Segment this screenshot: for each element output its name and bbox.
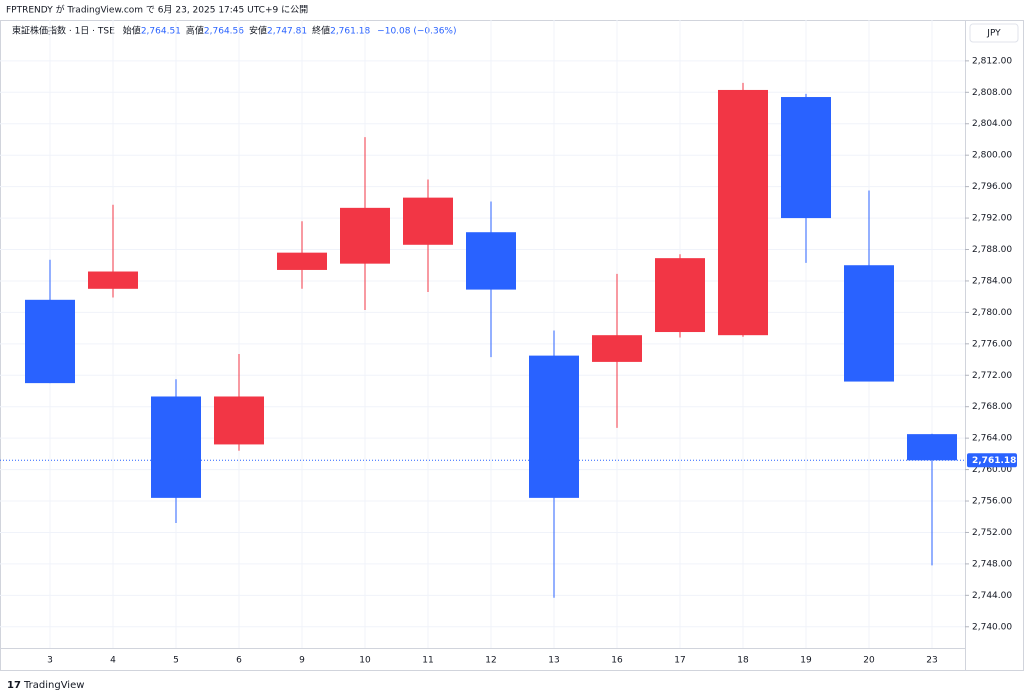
y-tick-label: 2,812.00: [972, 56, 1012, 66]
x-tick-label: 11: [422, 656, 433, 666]
footer-logo: 17 TradingView: [7, 680, 84, 691]
legend-value: 2,747.81: [267, 27, 307, 37]
candle-body: [25, 299, 75, 384]
x-tick-label: 9: [299, 656, 305, 666]
x-tick-label: 20: [863, 656, 875, 666]
candle-body: [655, 258, 705, 333]
x-tick-label: 12: [485, 656, 496, 666]
candle-body: [88, 271, 138, 289]
legend-label: 終値: [312, 25, 330, 37]
y-tick-label: 2,760.00: [972, 465, 1012, 475]
candle-body: [592, 335, 642, 362]
y-tick-label: 2,784.00: [972, 276, 1012, 286]
y-tick-label: 2,780.00: [972, 308, 1012, 318]
candle-body: [466, 232, 516, 290]
last-price-box: [967, 453, 1017, 468]
y-tick-label: 2,748.00: [972, 559, 1012, 569]
x-tick-label: 16: [611, 656, 623, 666]
legend-label: 安値: [249, 25, 267, 37]
y-tick-label: 2,744.00: [972, 591, 1012, 601]
legend-label: 始値: [123, 25, 141, 37]
y-tick-label: 2,772.00: [972, 371, 1012, 381]
candle-body: [340, 207, 390, 264]
currency[interactable]: JPY: [986, 29, 1001, 39]
x-tick-label: 10: [359, 656, 371, 666]
logo-mark: 17: [7, 680, 21, 691]
x-tick-label: 19: [800, 656, 812, 666]
candle-body: [718, 89, 768, 336]
y-tick-label: 2,768.00: [972, 402, 1012, 412]
legend-change: −10.08 (−0.36%): [377, 27, 456, 37]
currency-box[interactable]: [969, 23, 1019, 43]
y-tick-label: 2,788.00: [972, 245, 1012, 255]
candle-body: [844, 265, 894, 382]
legend-symbol: 東証株価指数 · 1日 · TSE: [12, 25, 115, 37]
y-tick-label: 2,740.00: [972, 622, 1012, 632]
candle-body: [151, 396, 201, 498]
x-tick-label: 13: [548, 656, 559, 666]
y-tick-label: 2,756.00: [972, 497, 1012, 507]
y-tick-label: 2,752.00: [972, 528, 1012, 538]
legend-value: 2,764.56: [204, 27, 244, 37]
y-tick-label: 2,764.00: [972, 434, 1012, 444]
y-tick-label: 2,796.00: [972, 182, 1012, 192]
candle-body: [529, 355, 579, 498]
candle-body: [214, 396, 264, 445]
legend-label: 高値: [186, 25, 204, 37]
candle-body: [907, 434, 957, 461]
legend-value: 2,764.51: [141, 27, 181, 37]
last-price-label: 2,761.18: [972, 456, 1016, 466]
candle-body: [403, 197, 453, 245]
legend-value: 2,761.18: [330, 27, 370, 37]
x-tick-label: 3: [47, 656, 53, 666]
y-tick-label: 2,804.00: [972, 119, 1012, 129]
candle-body: [781, 97, 831, 219]
header: FPTRENDY が TradingView.com で 6月 23, 2025…: [6, 4, 308, 16]
plot: 2,740.00 2,744.00 2,748.00 2,752.00 2,756.00…: [0, 20, 1017, 666]
y-tick-label: 2,800.00: [972, 151, 1012, 161]
x-tick-label: 6: [236, 656, 242, 666]
legend: 東証株価指数 · 1日 · TSE 始値 2,764.51 高値 2,764.56 安値 2…: [12, 25, 457, 37]
y-tick-label: 2,776.00: [972, 339, 1012, 349]
candle-body: [277, 252, 327, 270]
y-tick-label: 2,792.00: [972, 214, 1012, 224]
x-tick-label: 17: [674, 656, 685, 666]
x-tick-label: 23: [926, 656, 937, 666]
x-tick-label: 5: [173, 656, 179, 666]
y-tick-label: 2,808.00: [972, 88, 1012, 98]
footer: TradingView: [23, 680, 84, 691]
x-tick-label: 18: [737, 656, 749, 666]
x-tick-label: 4: [110, 656, 116, 666]
